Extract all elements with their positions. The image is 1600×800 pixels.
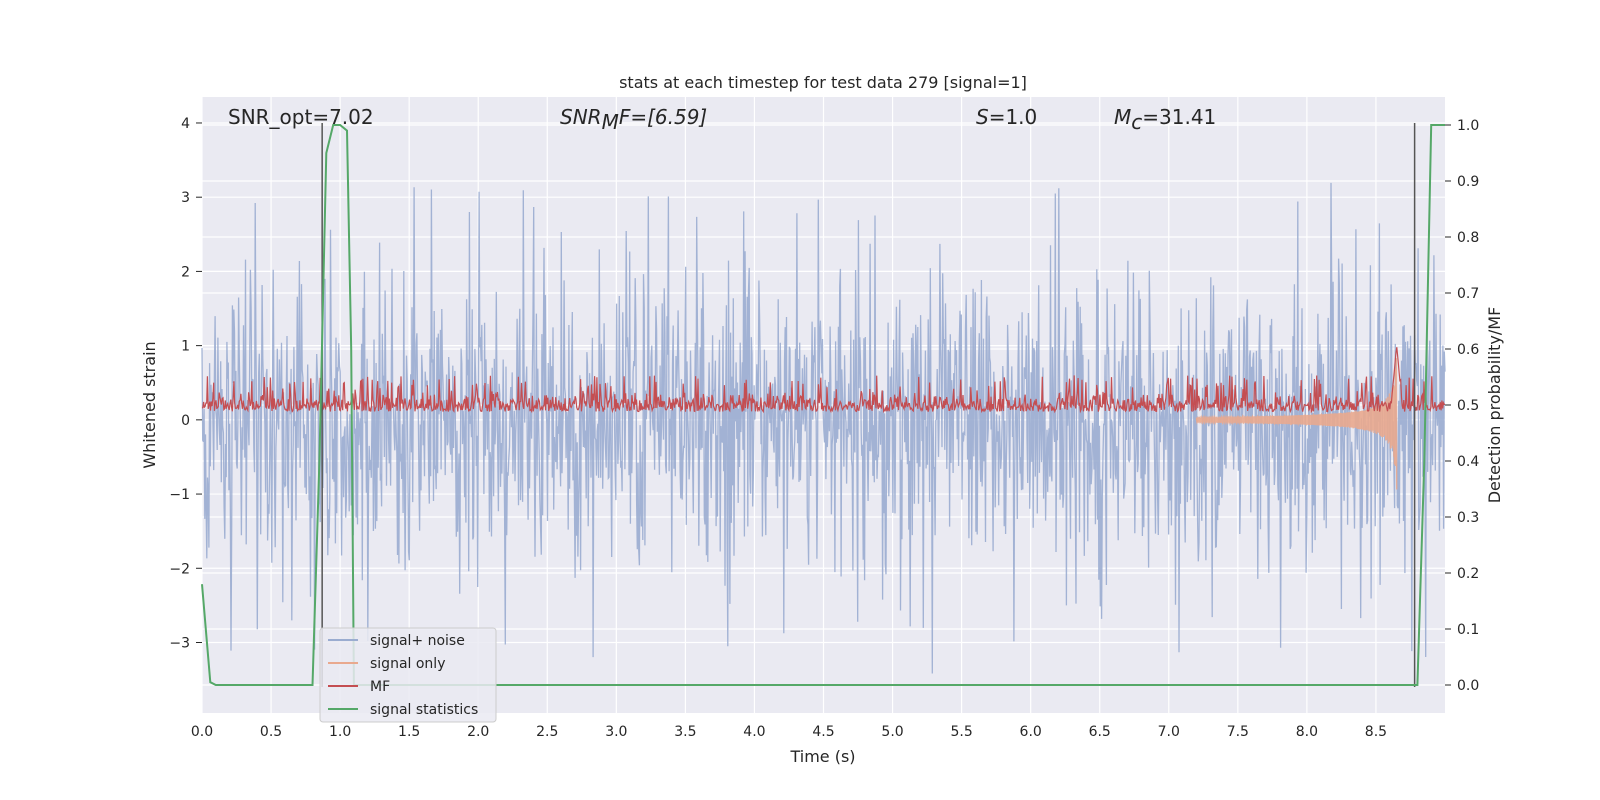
y2-tick-label: 0.2: [1457, 566, 1479, 582]
series-signal-statistics: [201, 124, 1445, 686]
y-tick-label: 4: [181, 116, 190, 132]
annotation-snr-opt: SNR_opt=7.02: [228, 105, 374, 129]
series-signal-only: [1195, 358, 1398, 490]
x-tick-label: 1.0: [329, 724, 351, 740]
y-tick-label: −3: [169, 635, 190, 651]
annotation-mc-value: =31.41: [1142, 105, 1216, 129]
x-tick-label: 7.0: [1158, 724, 1180, 740]
x-tick-label: 6.5: [1089, 724, 1111, 740]
y2-tick-label: 0.7: [1457, 286, 1479, 302]
x-axis-ticks: 0.0 0.5 1.0 1.5 2.0 2.5 3.0 3.5 4.0 4.5 5.0 5.5 6.0 6…: [191, 724, 1387, 740]
x-tick-label: 5.0: [881, 724, 903, 740]
x-tick-label: 0.0: [191, 724, 213, 740]
annotation-snr-mf-base: SNR: [560, 105, 602, 129]
y2-tick-label: 0.3: [1457, 510, 1479, 526]
legend-label-signal-statistics: signal statistics: [370, 702, 478, 718]
x-tick-label: 2.5: [536, 724, 558, 740]
chart-title: stats at each timestep for test data 279…: [619, 73, 1027, 92]
y2-tick-label: 0.0: [1457, 678, 1479, 694]
x-tick-label: 3.5: [674, 724, 696, 740]
annotation-s-value: =1.0: [989, 105, 1038, 129]
y-tick-label: 1: [181, 339, 190, 355]
annotation-mc-sub: c: [1131, 110, 1142, 134]
x-tick-label: 4.5: [812, 724, 834, 740]
y-tick-label: −1: [169, 487, 190, 503]
annotation-mc-var: M: [1114, 105, 1131, 129]
series-mf: [201, 347, 1445, 414]
x-tick-label: 8.0: [1296, 724, 1318, 740]
y2-axis-ticks: 1.0 0.9 0.8 0.7 0.6 0.5 0.4 0.3 0.2 0.1 0.0: [1445, 118, 1479, 694]
y2-tick-label: 1.0: [1457, 118, 1479, 134]
annotation-snr-mf-sub: M: [602, 110, 619, 134]
legend-box: [319, 627, 497, 723]
x-tick-label: 0.5: [260, 724, 282, 740]
x-axis-label: Time (s): [789, 747, 855, 766]
annotation-mc: Mc=31.41: [1114, 105, 1216, 134]
x-tick-label: 7.5: [1227, 724, 1249, 740]
y2-tick-label: 0.6: [1457, 342, 1479, 358]
y-tick-label: 0: [181, 413, 190, 429]
chart-marks: [201, 122, 1446, 688]
legend: signal+ noise signal only MF signal stat…: [319, 627, 497, 723]
y-tick-label: 3: [181, 190, 190, 206]
y-tick-label: −2: [169, 561, 190, 577]
annotation-snr-mf: SNRMF=[6.59]: [560, 105, 707, 134]
annotation-s: S=1.0: [976, 105, 1037, 129]
y2-tick-label: 0.4: [1457, 454, 1479, 470]
x-tick-label: 3.0: [605, 724, 627, 740]
x-tick-label: 5.5: [950, 724, 972, 740]
legend-label-signal-noise: signal+ noise: [370, 633, 465, 649]
x-tick-label: 8.5: [1365, 724, 1387, 740]
y2-axis-label: Detection probability/MF: [1485, 307, 1504, 504]
legend-label-signal-only: signal only: [370, 656, 445, 672]
y2-tick-label: 0.5: [1457, 398, 1479, 414]
x-tick-label: 1.5: [398, 724, 420, 740]
y-axis-label: Whitened strain: [140, 341, 159, 468]
annotation-snr-mf-f: F=[6.59]: [619, 105, 707, 129]
y2-tick-label: 0.1: [1457, 622, 1479, 638]
x-tick-label: 6.0: [1020, 724, 1042, 740]
x-tick-label: 4.0: [743, 724, 765, 740]
y2-tick-label: 0.9: [1457, 174, 1479, 190]
legend-label-mf: MF: [370, 679, 390, 695]
y-axis-ticks: 4 3 2 1 0 −1 −2 −3: [169, 116, 202, 651]
y2-tick-label: 0.8: [1457, 230, 1479, 246]
y-tick-label: 2: [181, 264, 190, 280]
annotation-s-var: S: [976, 105, 989, 129]
x-tick-label: 2.0: [467, 724, 489, 740]
